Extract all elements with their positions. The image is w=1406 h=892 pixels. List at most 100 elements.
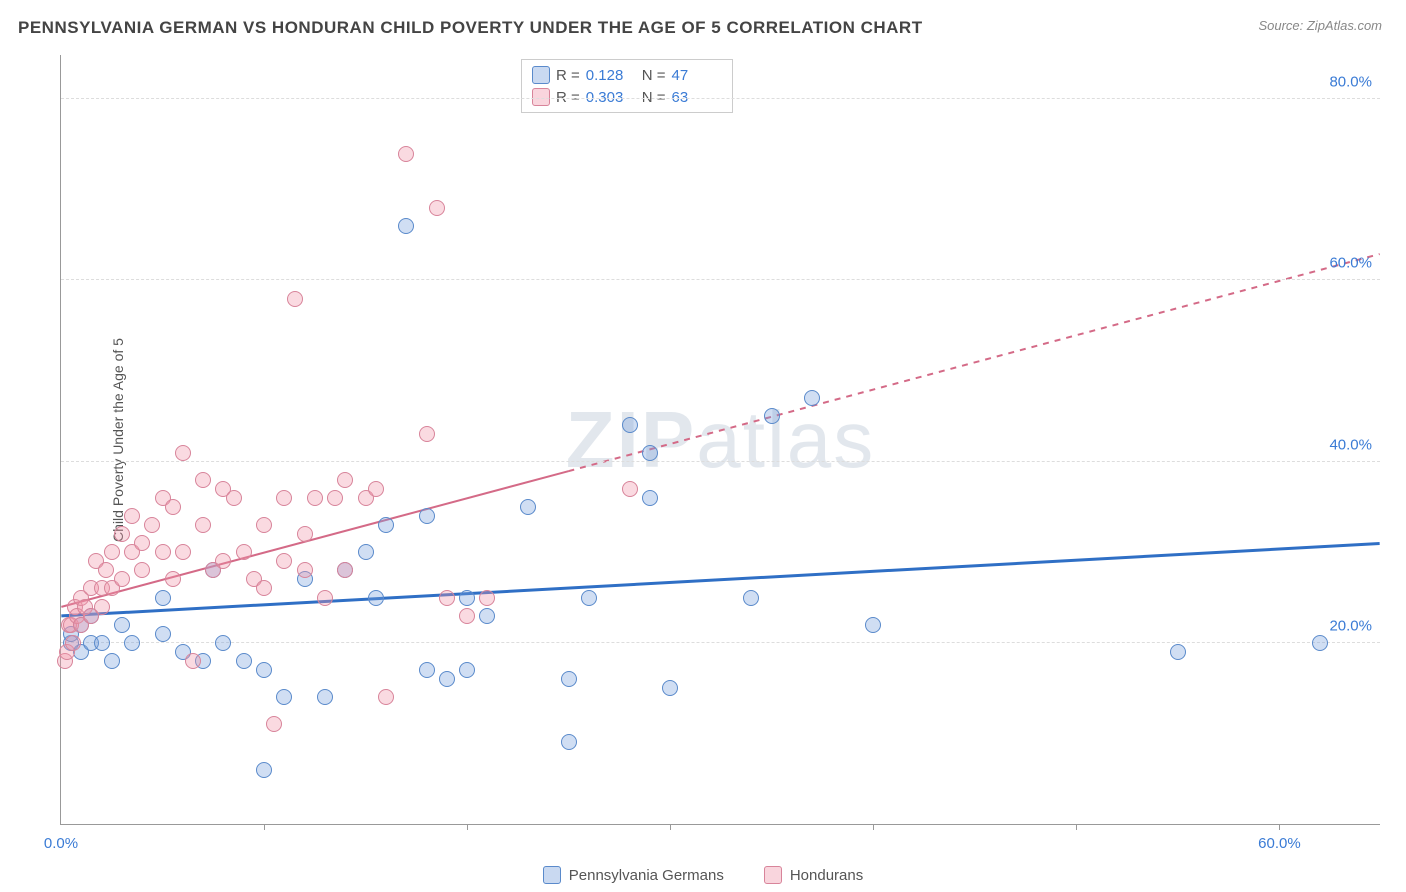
x-tick-mark <box>467 824 468 830</box>
y-tick-label: 20.0% <box>1329 617 1372 634</box>
y-tick-label: 40.0% <box>1329 436 1372 453</box>
data-point <box>104 544 120 560</box>
data-point <box>804 390 820 406</box>
data-point <box>104 653 120 669</box>
data-point <box>459 608 475 624</box>
data-point <box>195 472 211 488</box>
data-point <box>155 544 171 560</box>
n-label: N = <box>642 67 666 84</box>
data-point <box>256 762 272 778</box>
data-point <box>378 517 394 533</box>
data-point <box>276 490 292 506</box>
legend-swatch <box>532 88 550 106</box>
data-point <box>479 608 495 624</box>
data-point <box>337 472 353 488</box>
plot-area: ZIPatlas R =0.128N =47R =0.303N =63 20.0… <box>60 55 1380 825</box>
x-tick-mark <box>873 824 874 830</box>
x-tick-mark <box>264 824 265 830</box>
data-point <box>226 490 242 506</box>
data-point <box>175 445 191 461</box>
stats-legend: R =0.128N =47R =0.303N =63 <box>521 59 733 113</box>
data-point <box>419 508 435 524</box>
data-point <box>94 635 110 651</box>
x-tick-label: 0.0% <box>44 835 78 852</box>
data-point <box>865 617 881 633</box>
trend-lines <box>61 55 1380 824</box>
data-point <box>419 426 435 442</box>
series-legend: Pennsylvania Germans Hondurans <box>0 866 1406 884</box>
data-point <box>1312 635 1328 651</box>
data-point <box>155 590 171 606</box>
data-point <box>743 590 759 606</box>
data-point <box>134 535 150 551</box>
chart-container: Child Poverty Under the Age of 5 ZIPatla… <box>50 55 1390 825</box>
data-point <box>642 445 658 461</box>
x-tick-mark <box>1076 824 1077 830</box>
data-point <box>662 680 678 696</box>
data-point <box>94 599 110 615</box>
data-point <box>195 517 211 533</box>
data-point <box>297 526 313 542</box>
data-point <box>337 562 353 578</box>
watermark: ZIPatlas <box>566 394 875 486</box>
data-point <box>175 544 191 560</box>
x-tick-label: 60.0% <box>1258 835 1301 852</box>
data-point <box>114 526 130 542</box>
gridline <box>61 461 1380 462</box>
data-point <box>134 562 150 578</box>
r-label: R = <box>556 89 580 106</box>
legend-label: Hondurans <box>790 867 863 884</box>
data-point <box>307 490 323 506</box>
legend-stat-row: R =0.303N =63 <box>532 86 722 108</box>
data-point <box>256 662 272 678</box>
y-tick-label: 80.0% <box>1329 74 1372 91</box>
data-point <box>368 590 384 606</box>
data-point <box>114 617 130 633</box>
x-tick-mark <box>1279 824 1280 830</box>
data-point <box>185 653 201 669</box>
data-point <box>622 417 638 433</box>
data-point <box>256 580 272 596</box>
legend-item: Pennsylvania Germans <box>543 866 724 884</box>
data-point <box>124 508 140 524</box>
r-value: 0.303 <box>586 89 636 106</box>
x-tick-mark <box>670 824 671 830</box>
data-point <box>215 635 231 651</box>
data-point <box>297 562 313 578</box>
data-point <box>764 408 780 424</box>
data-point <box>124 635 140 651</box>
data-point <box>98 562 114 578</box>
n-label: N = <box>642 89 666 106</box>
data-point <box>459 662 475 678</box>
data-point <box>520 499 536 515</box>
gridline <box>61 279 1380 280</box>
data-point <box>419 662 435 678</box>
r-label: R = <box>556 67 580 84</box>
data-point <box>165 571 181 587</box>
legend-swatch <box>543 866 561 884</box>
data-point <box>276 689 292 705</box>
data-point <box>65 635 81 651</box>
data-point <box>327 490 343 506</box>
data-point <box>581 590 597 606</box>
data-point <box>114 571 130 587</box>
data-point <box>165 499 181 515</box>
gridline <box>61 642 1380 643</box>
data-point <box>378 689 394 705</box>
data-point <box>236 653 252 669</box>
data-point <box>459 590 475 606</box>
n-value: 47 <box>672 67 722 84</box>
data-point <box>561 671 577 687</box>
data-point <box>358 544 374 560</box>
data-point <box>561 734 577 750</box>
data-point <box>155 626 171 642</box>
data-point <box>439 590 455 606</box>
data-point <box>256 517 272 533</box>
legend-label: Pennsylvania Germans <box>569 867 724 884</box>
data-point <box>287 291 303 307</box>
legend-item: Hondurans <box>764 866 863 884</box>
data-point <box>144 517 160 533</box>
data-point <box>266 716 282 732</box>
data-point <box>317 689 333 705</box>
data-point <box>368 481 384 497</box>
